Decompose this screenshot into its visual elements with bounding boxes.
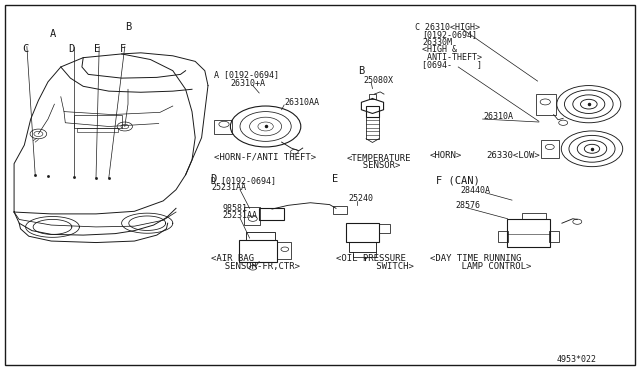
Text: 26310+A: 26310+A [230, 78, 266, 87]
Text: SENSOR>: SENSOR> [352, 161, 401, 170]
Text: 28440A: 28440A [461, 186, 491, 195]
Bar [366, 117, 379, 139]
Bar [214, 120, 232, 134]
Text: E: E [332, 174, 338, 184]
Text: D: D [68, 44, 75, 54]
Text: A: A [50, 29, 56, 39]
Text: B: B [358, 66, 365, 76]
Bar [379, 224, 390, 232]
Bar [346, 223, 379, 242]
Bar [536, 94, 556, 115]
Text: A [0192-0694]: A [0192-0694] [214, 70, 280, 79]
Text: SWITCH>: SWITCH> [344, 262, 414, 270]
Text: <HORN-F/ANTI THEFT>: <HORN-F/ANTI THEFT> [214, 152, 317, 161]
Bar [522, 213, 546, 219]
Text: <AIR BAG: <AIR BAG [211, 254, 254, 263]
Text: F (CAN): F (CAN) [436, 175, 480, 185]
Text: 4953*022: 4953*022 [557, 355, 596, 363]
Text: [0192-0694]: [0192-0694] [422, 30, 477, 39]
Bar [74, 115, 122, 128]
Bar [541, 140, 559, 158]
Bar [277, 242, 291, 259]
Text: 25231AA: 25231AA [211, 183, 246, 192]
Text: 25080X: 25080X [364, 76, 394, 84]
Bar [369, 94, 376, 99]
Bar [244, 207, 260, 225]
Text: <TEMPERATURE: <TEMPERATURE [347, 154, 412, 163]
Bar [549, 231, 559, 242]
Bar [259, 208, 284, 220]
Bar [246, 232, 275, 240]
Bar [239, 240, 277, 262]
Text: 98581: 98581 [223, 204, 248, 213]
Text: LAMP CONTROL>: LAMP CONTROL> [440, 262, 532, 270]
Bar [333, 206, 347, 214]
Text: <HIGH &: <HIGH & [422, 45, 458, 54]
Text: E: E [94, 44, 100, 54]
Text: 26330M: 26330M [422, 38, 452, 46]
Bar [77, 128, 118, 132]
Text: 26310A: 26310A [483, 112, 513, 121]
Bar [366, 106, 379, 117]
Text: <HORN>: <HORN> [430, 151, 462, 160]
Text: 26310AA: 26310AA [285, 98, 320, 107]
Text: D: D [210, 174, 216, 184]
Text: 28576: 28576 [456, 201, 481, 209]
Text: 25231AA: 25231AA [223, 211, 258, 220]
Text: C: C [22, 44, 29, 54]
Text: 26330<LOW>: 26330<LOW> [486, 151, 540, 160]
Bar [498, 231, 508, 242]
Bar [349, 242, 376, 252]
Text: 25240: 25240 [349, 194, 374, 203]
Text: <OIL PRESSURE: <OIL PRESSURE [336, 254, 406, 263]
Text: SENSOR-FR,CTR>: SENSOR-FR,CTR> [214, 262, 300, 270]
Text: D [0192-0694]: D [0192-0694] [211, 176, 276, 185]
Bar [507, 219, 550, 247]
Text: <DAY TIME RUNNING: <DAY TIME RUNNING [430, 254, 522, 263]
Text: B: B [125, 22, 131, 32]
Text: F: F [120, 44, 126, 54]
Text: ANTI-THEFT>: ANTI-THEFT> [422, 52, 483, 61]
Text: C 26310<HIGH>: C 26310<HIGH> [415, 23, 480, 32]
Text: [0694-     ]: [0694- ] [422, 60, 483, 69]
